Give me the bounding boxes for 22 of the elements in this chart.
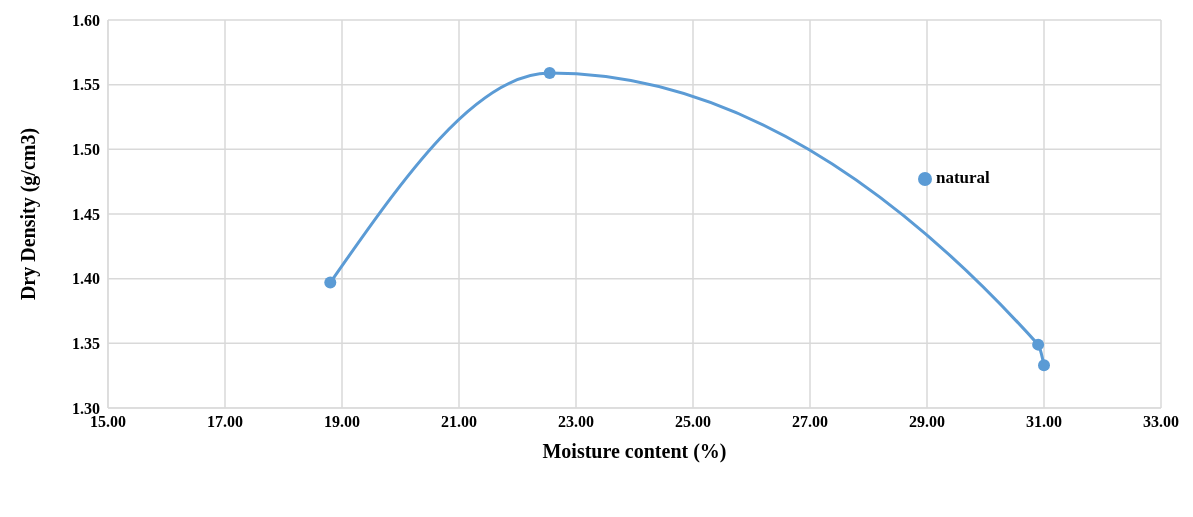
point [324,276,337,289]
x-tick-label: 19.00 [324,413,360,431]
point [1038,359,1050,372]
y-axis-title: Dry Density (g/cm3) [17,127,41,301]
legend-label: natural [936,168,990,187]
point [543,67,556,80]
x-tick-label: 25.00 [675,413,711,431]
y-tick-label: 1.50 [72,141,100,159]
x-tick-label: 17.00 [207,413,243,431]
x-tick-label: 29.00 [909,413,945,431]
y-tick-label: 1.40 [72,270,100,288]
y-tick-label: 1.55 [72,76,100,94]
x-tick-label: 21.00 [441,413,477,431]
x-tick-label: 31.00 [1026,413,1062,431]
point [1032,338,1045,351]
x-tick-label: 23.00 [558,413,594,431]
y-tick-label: 1.60 [72,11,100,29]
y-tick-label: 1.45 [72,205,100,223]
x-tick-label: 27.00 [792,413,828,431]
x-axis-title: Moisture content (%) [542,440,727,463]
y-tick-label: 1.35 [72,335,100,353]
x-tick-label: 33.00 [1143,413,1179,431]
